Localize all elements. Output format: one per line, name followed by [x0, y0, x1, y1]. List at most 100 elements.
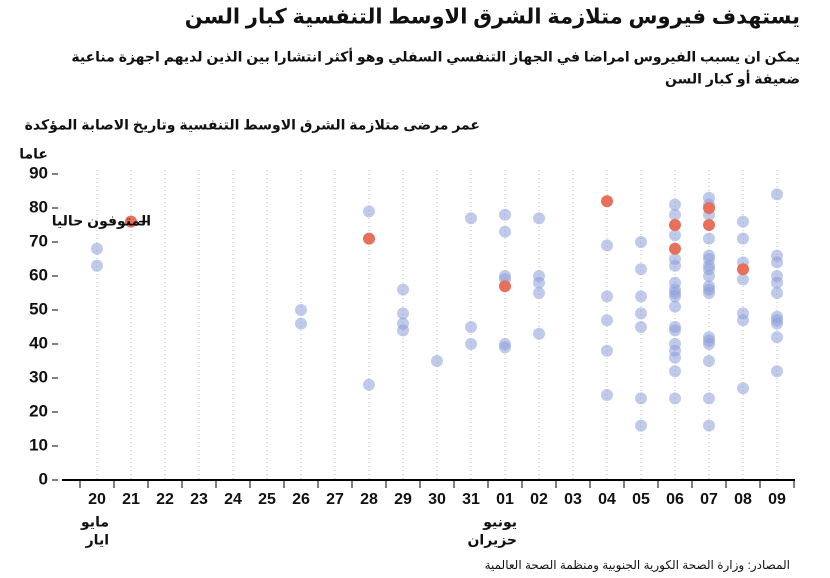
point	[737, 273, 749, 286]
point	[737, 382, 749, 395]
source: المصادر: وزارة الصحة الكورية الجنوبية وم…	[485, 558, 790, 573]
point	[703, 219, 715, 231]
point	[635, 290, 647, 303]
point	[533, 276, 545, 289]
point	[703, 232, 715, 245]
point	[601, 344, 613, 357]
point	[703, 419, 715, 432]
point	[737, 232, 749, 245]
point	[669, 300, 681, 313]
x-tick-label: 20	[88, 491, 106, 508]
point	[533, 287, 545, 299]
point	[635, 392, 647, 405]
subtitle: ضعيفة أو كبار السن	[665, 70, 800, 88]
point	[533, 327, 545, 340]
point	[771, 331, 783, 344]
x-tick-label: 31	[462, 491, 480, 508]
point	[363, 205, 375, 218]
point	[533, 212, 545, 225]
point	[669, 290, 681, 303]
point	[771, 317, 783, 330]
point	[499, 225, 511, 238]
subtitle: يمكن ان يسبب الفيروس امراضا في الجهاز ال…	[71, 48, 800, 66]
month-label: حزيران	[467, 532, 517, 549]
y-tick-label: 0	[39, 469, 48, 488]
x-tick-label: 24	[224, 491, 242, 508]
point	[363, 378, 375, 391]
y-tick-label: 90	[29, 163, 48, 182]
point	[669, 229, 681, 242]
point	[601, 195, 613, 208]
point	[771, 188, 783, 201]
point	[669, 259, 681, 272]
month-label: يونيو	[482, 514, 517, 531]
point	[499, 280, 511, 293]
point	[737, 263, 749, 276]
x-tick-label: 02	[530, 491, 548, 508]
x-tick-label: 26	[292, 491, 310, 508]
legend-marker	[125, 215, 137, 228]
axis-title: عمر مرضى متلازمة الشرق الاوسط التنفسية و…	[25, 117, 480, 134]
x-tick-label: 01	[496, 491, 514, 508]
month-label: مايو	[80, 514, 109, 531]
point	[465, 321, 477, 333]
point	[397, 283, 409, 296]
point	[771, 365, 783, 378]
point	[465, 338, 477, 350]
point	[669, 351, 681, 364]
point	[601, 314, 613, 327]
point	[635, 321, 647, 333]
point	[669, 392, 681, 405]
y-tick-label: 70	[29, 231, 48, 250]
point	[431, 355, 443, 367]
point	[669, 324, 681, 337]
x-tick-label: 09	[768, 491, 786, 508]
point	[465, 212, 477, 225]
point	[601, 389, 613, 401]
point	[703, 287, 715, 299]
point	[669, 208, 681, 221]
point	[669, 198, 681, 211]
x-tick-label: 30	[428, 491, 446, 508]
point	[771, 276, 783, 289]
point	[91, 242, 103, 255]
point	[703, 270, 715, 282]
x-tick-label: 05	[632, 491, 650, 508]
y-tick-label: 60	[29, 265, 48, 284]
x-tick-label: 25	[258, 491, 276, 508]
point	[635, 236, 647, 248]
point	[737, 314, 749, 327]
y-tick-label: 40	[29, 333, 48, 352]
y-tick-label: 50	[29, 299, 48, 318]
chart-title: يستهدف فيروس متلازمة الشرق الاوسط التنفس…	[185, 6, 800, 29]
y-unit: عاما	[19, 146, 48, 162]
point	[295, 317, 307, 330]
x-tick-label: 28	[360, 491, 378, 508]
point	[669, 365, 681, 378]
point	[397, 324, 409, 337]
point	[669, 242, 681, 255]
point	[295, 304, 307, 316]
point	[635, 419, 647, 432]
x-tick-label: 23	[190, 491, 208, 508]
point	[669, 219, 681, 231]
point	[737, 215, 749, 228]
y-tick-label: 20	[29, 401, 48, 420]
y-tick-label: 30	[29, 367, 48, 386]
point	[703, 202, 715, 214]
point	[771, 287, 783, 299]
x-tick-label: 22	[156, 491, 174, 508]
point	[397, 307, 409, 320]
point	[91, 259, 103, 272]
point	[703, 355, 715, 367]
x-tick-label: 08	[734, 491, 752, 508]
point	[601, 290, 613, 303]
legend-label: المتوفون حاليا	[52, 212, 151, 229]
y-tick-label: 10	[29, 435, 48, 454]
y-tick-label: 80	[29, 197, 48, 216]
point	[771, 256, 783, 269]
month-label: ايار	[85, 532, 109, 548]
x-tick-label: 27	[326, 491, 344, 508]
point	[363, 232, 375, 245]
